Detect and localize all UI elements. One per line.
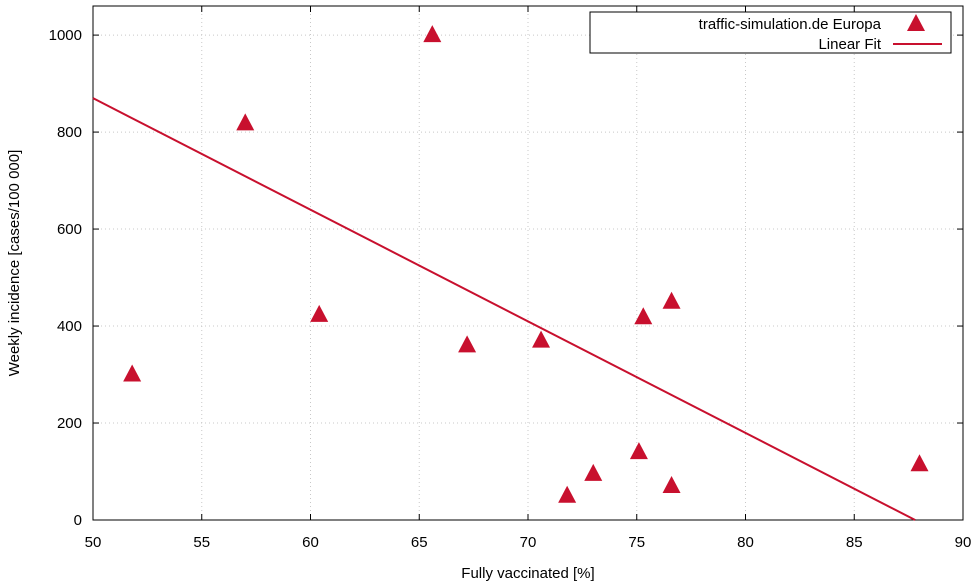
- data-point-triangle: [558, 485, 577, 503]
- legend-triangle-marker: [907, 14, 925, 31]
- x-tick-label: 90: [955, 534, 972, 551]
- legend: traffic-simulation.de Europa Linear Fit: [589, 11, 952, 54]
- data-point-triangle: [662, 476, 681, 494]
- data-point-triangle: [123, 364, 142, 382]
- grid: [93, 6, 963, 520]
- legend-box: [589, 11, 952, 54]
- data-point-triangle: [662, 291, 681, 309]
- x-tick-label: 60: [302, 534, 319, 551]
- legend-label-fit: Linear Fit: [818, 36, 881, 53]
- axis-ticks: 50 55 60 65 70 75 80 85 90 0 200 400 600 800 1000: [49, 6, 972, 551]
- y-tick-label: 0: [74, 512, 82, 529]
- data-point-triangle: [423, 25, 442, 43]
- x-tick-label: 85: [846, 534, 863, 551]
- fit-line-layer: [92, 97, 916, 521]
- y-tick-label: 400: [57, 318, 82, 335]
- data-point-triangle: [910, 454, 929, 472]
- fit-line: [92, 97, 916, 521]
- x-tick-label: 70: [520, 534, 537, 551]
- x-axis-label: Fully vaccinated [%]: [461, 565, 594, 582]
- x-tick-label: 75: [628, 534, 645, 551]
- y-tick-label: 200: [57, 415, 82, 432]
- y-tick-label: 1000: [49, 27, 82, 44]
- legend-label-scatter: traffic-simulation.de Europa: [699, 16, 882, 33]
- data-point-triangle: [634, 307, 653, 325]
- data-point-triangle: [584, 463, 603, 481]
- x-tick-label: 55: [193, 534, 210, 551]
- y-tick-label: 600: [57, 221, 82, 238]
- data-point-triangle: [236, 113, 255, 131]
- x-tick-label: 80: [737, 534, 754, 551]
- data-point-triangle: [310, 304, 329, 322]
- data-point-triangle: [458, 335, 477, 353]
- x-tick-label: 65: [411, 534, 428, 551]
- data-point-triangle: [532, 330, 551, 348]
- data-points: [123, 25, 929, 503]
- y-tick-label: 800: [57, 124, 82, 141]
- y-axis-label: Weekly incidence [cases/100 000]: [6, 150, 23, 377]
- x-tick-label: 50: [85, 534, 102, 551]
- data-point-triangle: [629, 442, 648, 460]
